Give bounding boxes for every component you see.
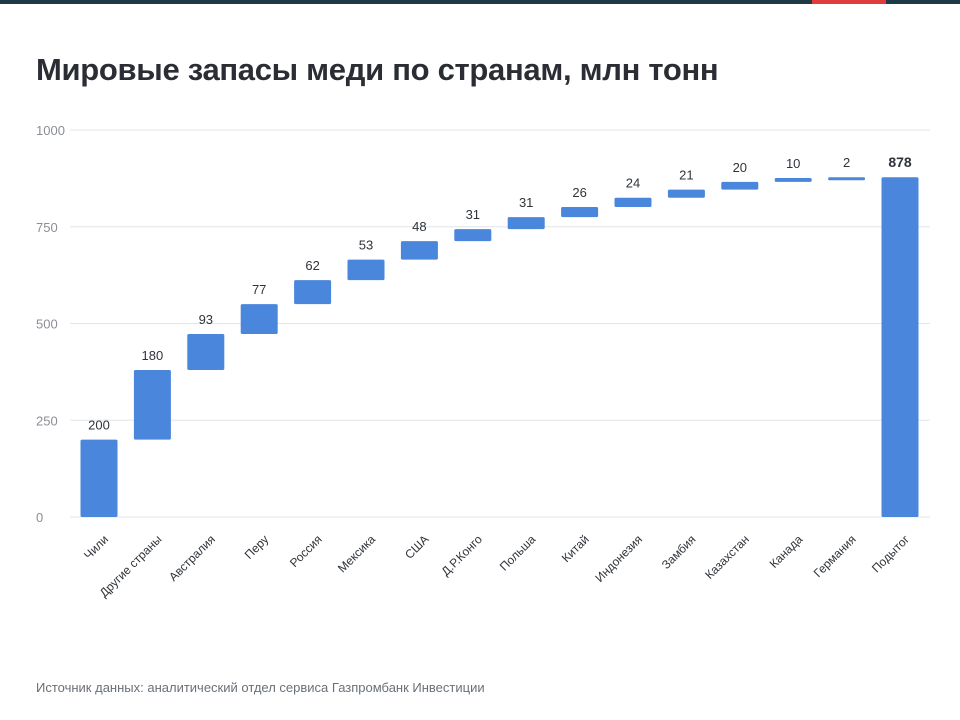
data-label: 48 <box>412 219 426 234</box>
x-tick-label: Россия <box>287 532 325 570</box>
top-accent <box>812 0 886 4</box>
data-label: 24 <box>626 176 640 191</box>
bar <box>667 189 705 198</box>
bar <box>721 181 759 190</box>
bar <box>240 304 278 334</box>
data-label: 180 <box>142 348 164 363</box>
bar <box>294 280 332 305</box>
bar <box>80 439 118 517</box>
x-tick-label: Австралия <box>166 532 218 584</box>
data-label: 20 <box>733 160 747 175</box>
bar <box>187 333 225 370</box>
bar <box>400 241 438 260</box>
data-label: 200 <box>88 418 110 433</box>
bar <box>347 259 385 281</box>
data-label: 31 <box>466 207 480 222</box>
x-tick-label: Польша <box>497 532 539 574</box>
x-tick-label: Китай <box>559 532 592 565</box>
data-label: 31 <box>519 195 533 210</box>
chart-title: Мировые запасы меди по странам, млн тонн <box>36 52 719 87</box>
bar <box>133 369 171 440</box>
x-tick-label: Индонезия <box>592 532 645 585</box>
bar <box>881 177 919 518</box>
source-note: Источник данных: аналитический отдел сер… <box>36 680 485 695</box>
x-tick-label: Канада <box>767 532 806 571</box>
y-tick-label: 250 <box>36 413 58 428</box>
bar <box>561 207 599 218</box>
y-tick-label: 1000 <box>36 123 65 138</box>
x-tick-label: Казахстан <box>702 532 752 582</box>
data-label: 93 <box>199 312 213 327</box>
data-label: 53 <box>359 238 373 253</box>
data-label: 21 <box>679 168 693 183</box>
x-tick-label: Германия <box>811 532 859 580</box>
data-label: 77 <box>252 282 266 297</box>
y-tick-label: 750 <box>36 220 58 235</box>
x-tick-label: Мексика <box>335 532 378 575</box>
data-label: 2 <box>843 155 850 170</box>
bar <box>774 177 812 182</box>
bar <box>828 177 866 181</box>
data-label: 878 <box>888 154 912 170</box>
x-tick-label: США <box>402 532 431 561</box>
top-band <box>0 0 960 4</box>
data-label: 10 <box>786 156 800 171</box>
bar <box>507 217 545 230</box>
y-tick-label: 500 <box>36 317 58 332</box>
bar <box>454 229 492 242</box>
x-tick-label: Чили <box>81 532 111 562</box>
x-tick-label: Д.Р.Конго <box>439 532 486 579</box>
x-tick-label: Подытог <box>869 532 913 576</box>
x-tick-label: Замбия <box>659 532 699 572</box>
bar <box>614 197 652 208</box>
data-label: 26 <box>572 185 586 200</box>
x-tick-label: Перу <box>242 532 272 562</box>
y-tick-label: 0 <box>36 510 43 525</box>
data-label: 62 <box>305 258 319 273</box>
